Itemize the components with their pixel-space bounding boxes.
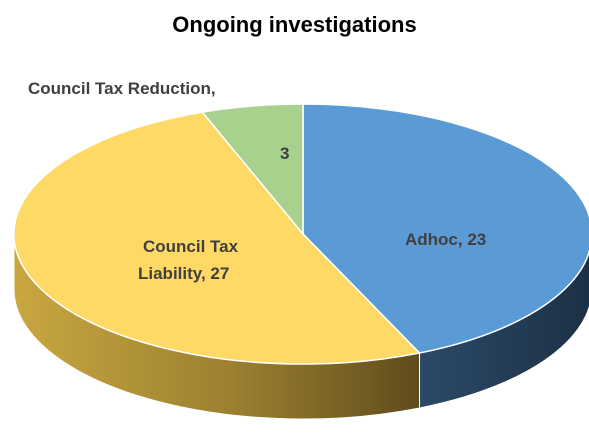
pie-slice-adhoc: [302, 103, 589, 354]
data-label-council-tax-liability-line2: Liability, 27: [138, 264, 229, 283]
pie-slice-council-tax-reduction: [201, 103, 304, 235]
chart-title: Ongoing investigations: [172, 12, 417, 37]
data-label-council-tax-liability-line1: Council Tax: [143, 237, 239, 256]
data-label-council-tax-reduction-value: 3: [280, 144, 289, 163]
data-label-council-tax-reduction-name: Council Tax Reduction,: [28, 79, 216, 98]
data-label-adhoc: Adhoc, 23: [405, 230, 486, 249]
pie-slice-council-tax-liability: [13, 111, 421, 365]
pie-slices: [13, 103, 589, 365]
pie-labels: Council Tax Reduction, 3 Council Tax Lia…: [28, 79, 486, 283]
